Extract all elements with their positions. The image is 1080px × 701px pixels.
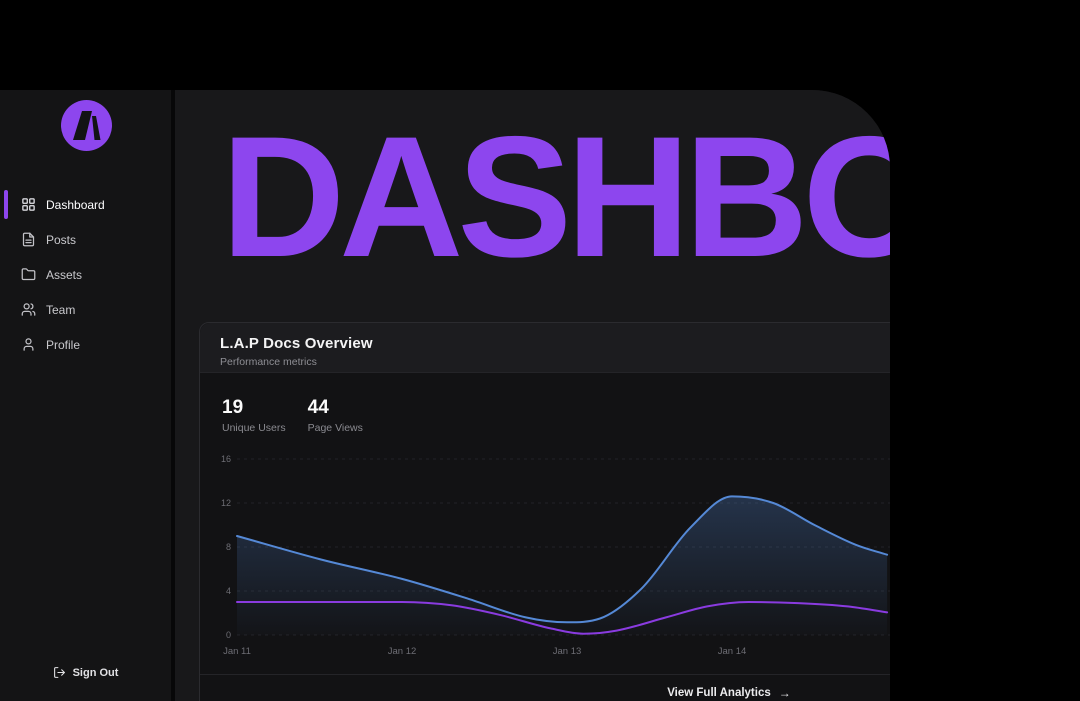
sign-out-button[interactable]: Sign Out <box>0 666 171 679</box>
overview-card: L.A.P Docs Overview Performance metrics … <box>199 322 890 701</box>
sidebar-item-assets[interactable]: Assets <box>0 257 171 292</box>
lambda-logo-icon <box>61 100 112 151</box>
main-content: DASHBOARD L.A.P Docs Overview Performanc… <box>175 90 890 701</box>
view-full-analytics-label: View Full Analytics <box>667 687 771 699</box>
series-page-views-line <box>236 495 889 624</box>
document-icon <box>21 232 36 247</box>
sidebar-item-label: Team <box>46 302 76 317</box>
sidebar-item-label: Assets <box>46 267 83 282</box>
series-page-views-area <box>237 496 888 635</box>
dashboard-grid-icon <box>21 197 36 212</box>
x-tick-label: Jan 12 <box>388 646 417 657</box>
card-subtitle: Performance metrics <box>220 356 317 368</box>
users-icon <box>21 302 36 317</box>
active-indicator <box>4 190 8 219</box>
y-tick-label: 16 <box>221 454 231 464</box>
sidebar-item-posts[interactable]: Posts <box>0 222 171 257</box>
arrow-right-icon: → <box>778 686 791 700</box>
stat-value: 19 <box>222 397 244 418</box>
x-tick-label: Jan 14 <box>718 646 747 657</box>
sidebar-nav: Dashboard Posts Assets Team Profile <box>0 187 171 362</box>
view-full-analytics-link[interactable]: View Full Analytics → <box>667 685 791 701</box>
y-tick-label: 0 <box>226 630 231 640</box>
y-tick-label: 8 <box>226 542 231 552</box>
sidebar-item-label: Dashboard <box>46 197 105 212</box>
sidebar-item-dashboard[interactable]: Dashboard <box>0 187 171 222</box>
stat-label: Page Views <box>307 421 363 434</box>
stat-label: Unique Users <box>222 421 286 434</box>
sidebar-item-team[interactable]: Team <box>0 292 171 327</box>
app-logo[interactable] <box>61 100 112 151</box>
sidebar: Dashboard Posts Assets Team Profile <box>0 90 175 701</box>
y-tick-label: 4 <box>226 586 231 596</box>
x-tick-label: Jan 13 <box>553 646 582 657</box>
series-unique-users-line <box>236 600 889 635</box>
user-icon <box>21 337 36 352</box>
stat-value: 44 <box>307 397 329 418</box>
card-footer: View Full Analytics → <box>200 674 890 701</box>
card-header: L.A.P Docs Overview Performance metrics <box>200 323 890 373</box>
sidebar-item-label: Profile <box>46 337 81 352</box>
sidebar-item-profile[interactable]: Profile <box>0 327 171 362</box>
folder-icon <box>21 267 36 282</box>
stats-row: 19 Unique Users 44 Page Views <box>222 397 363 434</box>
card-title: L.A.P Docs Overview <box>220 335 373 352</box>
logout-icon <box>53 667 65 678</box>
hero-title: DASHBOARD <box>221 101 890 293</box>
app-window: Dashboard Posts Assets Team Profile <box>0 90 890 701</box>
stat-page-views: 44 Page Views <box>307 397 363 434</box>
sidebar-item-label: Posts <box>46 232 77 247</box>
analytics-chart: 0 4 8 12 16 Jan 11 Jan 12 Jan 13 Jan 14 <box>221 454 890 657</box>
sign-out-label: Sign Out <box>72 666 119 679</box>
y-tick-label: 12 <box>221 498 231 508</box>
stat-unique-users: 19 Unique Users <box>222 397 286 434</box>
x-tick-label: Jan 11 <box>223 646 251 657</box>
